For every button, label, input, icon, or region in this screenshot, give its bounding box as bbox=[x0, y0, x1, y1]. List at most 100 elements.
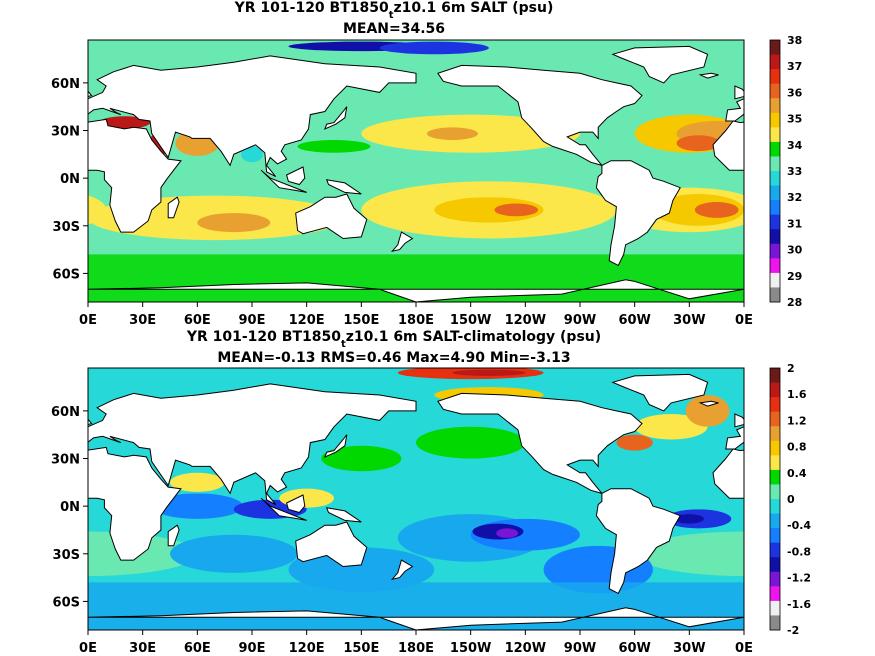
landmass bbox=[611, 373, 709, 412]
landmass bbox=[295, 521, 368, 568]
colorbar-swatch bbox=[770, 171, 780, 187]
chart-title: YR 101-120 BT1850tz10.1 6m SALT (psu) bbox=[234, 0, 554, 21]
colorbar-label: 28 bbox=[787, 296, 802, 309]
landmass bbox=[743, 288, 744, 290]
heatmap-region bbox=[634, 414, 708, 440]
landmass bbox=[712, 120, 744, 171]
heatmap-region bbox=[151, 493, 243, 519]
colorbar-swatch bbox=[770, 557, 780, 573]
y-tick-label: 60S bbox=[53, 595, 80, 610]
heatmap-region bbox=[616, 434, 653, 451]
colorbar-swatch bbox=[770, 586, 780, 602]
landmass bbox=[286, 166, 306, 186]
landmass bbox=[595, 160, 681, 267]
landmass bbox=[88, 288, 89, 290]
x-tick-label: 0E bbox=[735, 313, 753, 328]
colorbar-label: 1.2 bbox=[787, 414, 807, 427]
landmass bbox=[698, 72, 719, 79]
landmass bbox=[88, 55, 417, 178]
landmass bbox=[390, 231, 414, 253]
colorbar-swatch bbox=[770, 287, 780, 303]
chart-stats: MEAN=-0.13 RMS=0.46 Max=4.90 Min=-3.13 bbox=[217, 350, 570, 366]
y-tick-label: 30S bbox=[53, 548, 80, 563]
colorbar-label: 32 bbox=[787, 191, 802, 204]
landmass bbox=[167, 196, 180, 219]
x-tick-label: 60W bbox=[618, 641, 650, 656]
colorbar-swatch bbox=[770, 54, 780, 70]
landmass bbox=[743, 616, 744, 618]
landmass bbox=[734, 85, 744, 100]
landmass bbox=[167, 524, 180, 547]
landmass bbox=[0, 46, 52, 83]
landmass bbox=[611, 45, 709, 84]
heatmap-region bbox=[321, 445, 402, 472]
heatmap-region bbox=[494, 203, 539, 217]
colorbar-swatch bbox=[770, 156, 780, 172]
x-tick-label: 0E bbox=[735, 641, 753, 656]
landmass bbox=[734, 413, 744, 428]
landmass bbox=[260, 497, 307, 521]
landmass bbox=[260, 169, 307, 193]
x-tick-label: 90E bbox=[239, 313, 266, 328]
colorbar-swatch bbox=[770, 484, 780, 500]
colorbar: 2 1.6 1.2 0.8 0.4 0 -0.4 -0.8 -1.2 -1.6 -2 bbox=[769, 362, 811, 637]
x-tick-label: 60E bbox=[184, 641, 211, 656]
colorbar-swatch bbox=[770, 272, 780, 288]
heatmap-region bbox=[88, 195, 107, 225]
land-mask bbox=[0, 373, 744, 630]
colorbar-swatch bbox=[770, 258, 780, 274]
x-tick-label: 120W bbox=[505, 641, 546, 656]
y-tick-label: 30N bbox=[51, 125, 80, 140]
colorbar-swatch bbox=[770, 528, 780, 544]
heatmap-region bbox=[426, 127, 478, 141]
heatmap-region bbox=[434, 197, 544, 223]
colorbar-swatch bbox=[770, 200, 780, 216]
heatmap-region bbox=[297, 140, 371, 153]
colorbar-swatch bbox=[770, 571, 780, 587]
x-tick-label: 30E bbox=[129, 313, 156, 328]
colorbar-label: 34 bbox=[787, 139, 803, 152]
landmass bbox=[88, 446, 182, 561]
y-tick-label: 60N bbox=[51, 77, 80, 92]
colorbar-label: 0.4 bbox=[787, 467, 807, 480]
heatmap-region bbox=[170, 472, 225, 492]
colorbar-swatch bbox=[770, 426, 780, 442]
landmass bbox=[88, 616, 89, 618]
colorbar-label: 1.6 bbox=[787, 388, 807, 401]
landmass bbox=[325, 507, 362, 523]
x-tick-label: 180E bbox=[398, 641, 434, 656]
colorbar-label: 2 bbox=[787, 362, 795, 375]
landmass bbox=[725, 98, 744, 122]
colorbar-label: 36 bbox=[787, 86, 803, 99]
colorbar-label: -1.6 bbox=[787, 598, 811, 611]
colorbar-swatch bbox=[770, 411, 780, 427]
landmass bbox=[88, 418, 93, 426]
colorbar-swatch bbox=[770, 229, 780, 245]
colorbar-label: 0.8 bbox=[787, 441, 807, 454]
chart-panel-2: 0E 30E 60E 90E 120E 150E 180E 150W 120W 90W 60W 30W… bbox=[0, 329, 811, 656]
colorbar-swatch bbox=[770, 185, 780, 201]
colorbar-swatch bbox=[770, 382, 780, 398]
landmass bbox=[0, 374, 52, 411]
colorbar-swatch bbox=[770, 83, 780, 99]
colorbar-swatch bbox=[770, 243, 780, 259]
colorbar-swatch bbox=[770, 397, 780, 413]
heatmap-region bbox=[197, 213, 271, 233]
heatmap-region bbox=[744, 196, 875, 240]
colorbar-label: 35 bbox=[787, 113, 802, 126]
chart-stats: MEAN=34.56 bbox=[343, 21, 445, 37]
colorbar-swatch bbox=[770, 127, 780, 143]
landmass bbox=[286, 494, 306, 514]
colorbar-label: 37 bbox=[787, 60, 802, 73]
colorbar-swatch bbox=[770, 69, 780, 85]
chart-title: YR 101-120 BT1850tz10.1 6m SALT-climatol… bbox=[186, 329, 601, 350]
colorbar-label: 29 bbox=[787, 270, 802, 283]
colorbar-frame bbox=[769, 367, 781, 631]
x-tick-label: 0E bbox=[79, 313, 97, 328]
landmass bbox=[0, 489, 24, 594]
heatmap-region bbox=[288, 547, 435, 592]
colorbar-swatch bbox=[770, 600, 780, 616]
colorbar-swatch bbox=[770, 542, 780, 558]
y-tick-label: 60S bbox=[53, 267, 80, 282]
